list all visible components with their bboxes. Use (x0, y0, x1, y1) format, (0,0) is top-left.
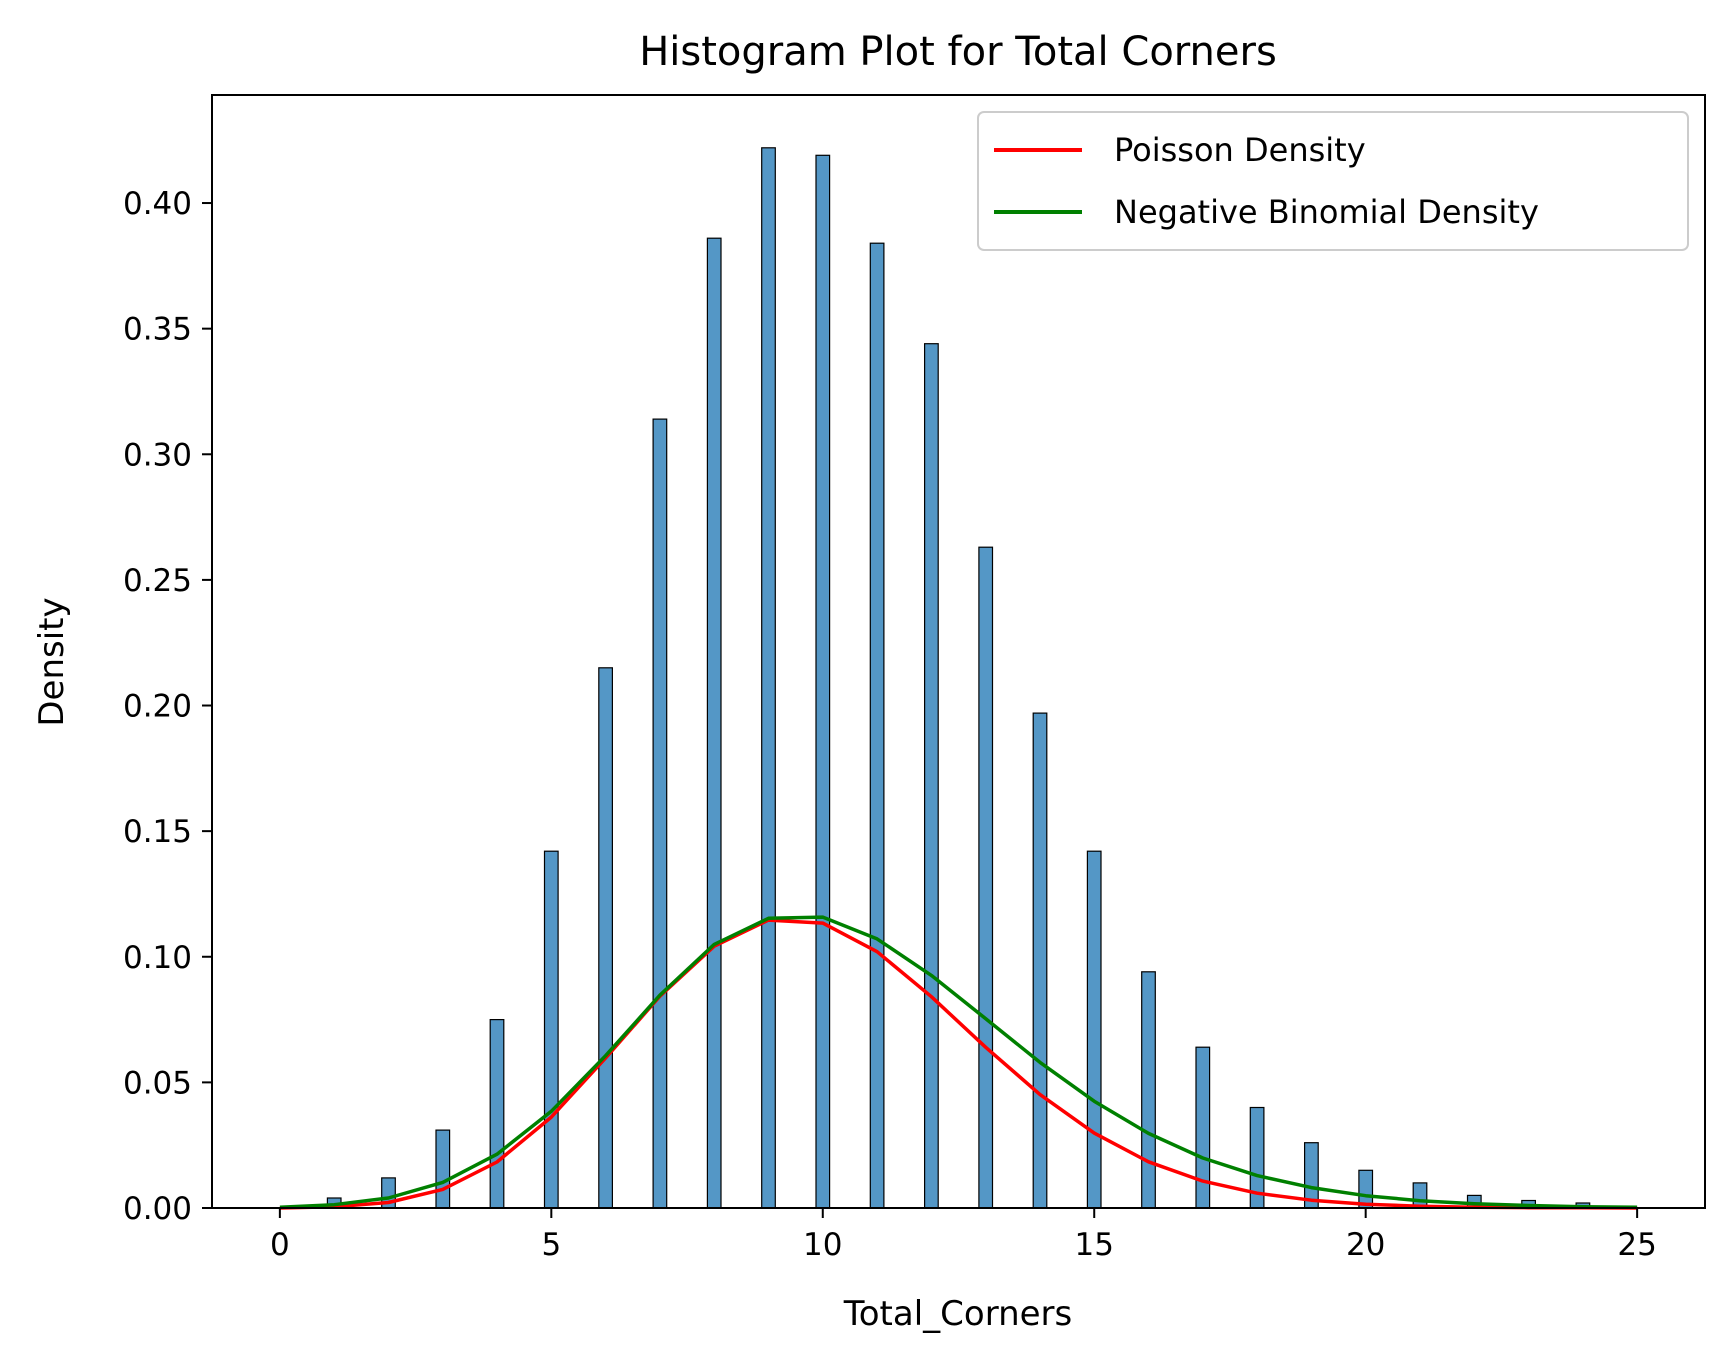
plot-frame (211, 94, 1706, 1209)
y-tick-label: 0.00 (123, 1191, 192, 1227)
histogram-bar-14 (1032, 712, 1048, 1209)
y-axis-label: Density (32, 597, 72, 726)
y-tick-label: 0.10 (123, 940, 192, 976)
chart-title: Histogram Plot for Total Corners (639, 29, 1277, 75)
histogram-bar-6 (598, 667, 613, 1209)
histogram-bar-21 (1412, 1182, 1428, 1209)
histogram-bar-7 (652, 418, 668, 1209)
legend-label-poisson: Poisson Density (1114, 131, 1366, 169)
x-tick-label: 15 (1075, 1227, 1114, 1263)
y-tick-label: 0.15 (123, 814, 192, 850)
y-tick-label: 0.05 (123, 1065, 192, 1101)
histogram-bar-10 (815, 154, 831, 1209)
negative-binomial-density-line (279, 915, 1638, 1209)
histogram-bar-3 (435, 1129, 451, 1209)
y-tick-label: 0.40 (123, 186, 192, 222)
poisson-density-line (279, 918, 1638, 1210)
legend: Poisson Density Negative Binomial Density (977, 111, 1689, 251)
x-tick-label: 20 (1346, 1227, 1385, 1263)
y-tick-label: 0.25 (123, 563, 192, 599)
y-tick-label: 0.20 (123, 689, 192, 725)
histogram-bar-15 (1086, 850, 1102, 1209)
histogram-bar-12 (923, 343, 939, 1209)
x-tick-label: 5 (541, 1227, 561, 1263)
axis-ticks: 0 5 10 15 20 25 0.00 0.05 0.10 0.15 0.20 0.25 0.30 0.… (123, 186, 1657, 1263)
x-tick-label: 10 (803, 1227, 842, 1263)
x-axis-label: Total_Corners (843, 1294, 1073, 1334)
histogram-bar-13 (978, 546, 994, 1209)
legend-label-negative-binomial: Negative Binomial Density (1114, 193, 1539, 231)
x-tick-label: 0 (270, 1227, 290, 1263)
legend-box (977, 111, 1689, 251)
histogram-bar-8 (706, 237, 722, 1209)
y-tick-label: 0.30 (123, 437, 192, 473)
histogram-bar-5 (543, 850, 559, 1209)
histogram-bar-4 (489, 1018, 505, 1209)
histogram-bar-9 (761, 147, 776, 1209)
x-tick-label: 25 (1617, 1227, 1656, 1263)
density-lines (279, 915, 1638, 1210)
histogram-bar-11 (869, 242, 885, 1209)
y-tick-label: 0.35 (123, 312, 192, 348)
histogram-bar-16 (1141, 971, 1156, 1209)
